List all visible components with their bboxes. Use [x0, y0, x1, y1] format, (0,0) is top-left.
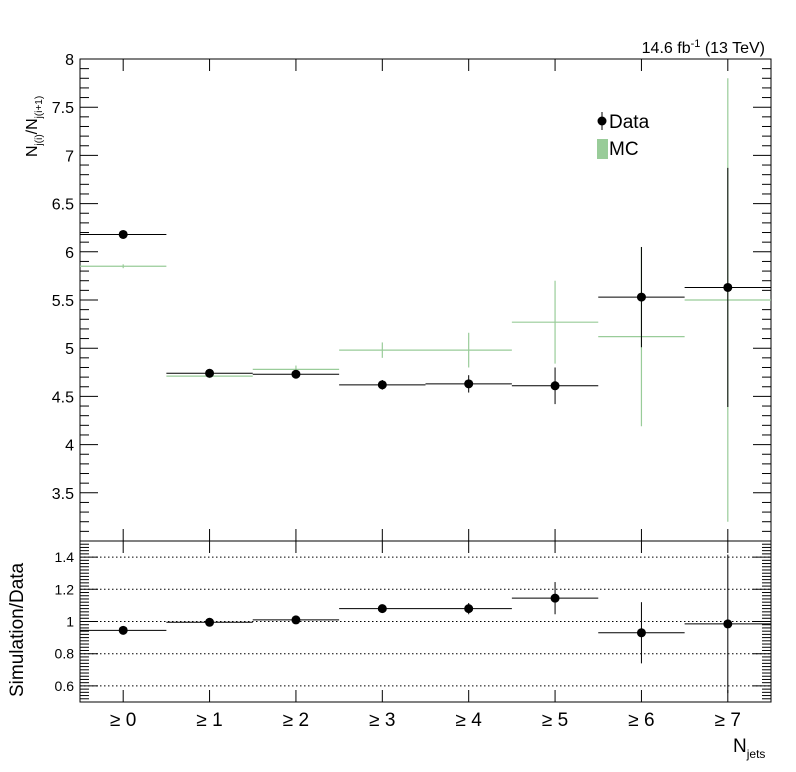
x-tick-label: ≥ 0: [110, 710, 136, 731]
main-y-axis-label-sub1: j(i): [34, 134, 45, 146]
main-y-tick-label: 4.5: [52, 389, 74, 406]
x-ticks: ≥ 0 ≥ 1 ≥ 2 ≥ 3 ≥ 4 ≥ 5 ≥ 6 ≥ 7: [110, 59, 741, 731]
legend-data-marker: [597, 116, 607, 126]
main-y-tick-label: 5: [65, 341, 74, 358]
data-point: [118, 229, 128, 239]
lumi-suffix: (13 TeV): [700, 40, 765, 57]
ratio-point: [550, 593, 560, 603]
ratio-point: [636, 628, 646, 638]
ratio-y-axis-label: Simulation/Data: [7, 562, 28, 697]
x-tick-label: ≥ 2: [283, 710, 309, 731]
ratio-point: [723, 619, 733, 629]
legend-mc-swatch: [597, 139, 608, 159]
mc-series: [80, 78, 771, 522]
lumi-label: 14.6 fb-1 (13 TeV): [642, 38, 765, 57]
ratio-series: [80, 554, 771, 694]
data-point: [723, 282, 733, 292]
legend-mc-label: MC: [609, 139, 639, 160]
main-y-tick-label: 5.5: [52, 293, 74, 310]
data-point: [464, 379, 474, 389]
main-y-tick-label: 7.5: [52, 100, 74, 117]
data-point: [550, 381, 560, 391]
ratio-y-tick-label: 0.8: [55, 646, 75, 662]
ratio-point: [291, 615, 301, 625]
ratio-y-tick-label: 1.2: [55, 581, 75, 597]
data-point: [636, 292, 646, 302]
x-axis-label: Njets: [733, 736, 765, 761]
data-series: [80, 167, 771, 408]
x-tick-label: ≥ 4: [456, 710, 483, 731]
ratio-y-tick-label: 1: [66, 614, 74, 630]
ratio-gridlines: [80, 556, 771, 687]
ratio-point: [464, 604, 474, 614]
lumi-exponent: -1: [691, 38, 701, 50]
main-y-tick-label: 6.5: [52, 197, 74, 214]
ratio-plot-frame: [79, 540, 772, 703]
main-y-tick-label: 6: [65, 245, 74, 262]
x-axis-label-sub: jets: [746, 747, 766, 761]
data-point: [377, 380, 387, 390]
main-y-axis-label-n: N: [24, 145, 41, 157]
main-y-tick-label: 4: [65, 438, 74, 455]
x-axis-label-n: N: [733, 736, 747, 757]
legend: Data MC: [597, 112, 650, 160]
main-y-tick-label: 3.5: [52, 486, 74, 503]
x-tick-label: ≥ 7: [715, 710, 741, 731]
main-ticks: 3.5 4 4.5 5 5.5 6 6.5 7 7.5 8: [52, 52, 771, 542]
ratio-point: [118, 625, 128, 635]
main-y-axis-label-sub2: j(i+1): [34, 96, 45, 120]
main-plot-frame: [79, 58, 772, 542]
main-y-axis-label: Nj(i)/Nj(i+1): [24, 96, 45, 157]
data-point: [205, 368, 215, 378]
ratio-ticks: 0.6 0.8 1 1.2 1.4: [55, 540, 771, 703]
x-tick-label: ≥ 3: [369, 710, 395, 731]
lumi-prefix: 14.6 fb: [642, 40, 691, 57]
ratio-point: [205, 617, 215, 627]
ratio-point: [377, 604, 387, 614]
main-y-axis-label-sep: /N: [24, 118, 41, 134]
ratio-y-tick-label: 0.6: [55, 678, 75, 694]
x-tick-label: ≥ 6: [628, 710, 654, 731]
x-tick-label: ≥ 1: [196, 710, 222, 731]
main-y-tick-label: 8: [65, 52, 74, 69]
ratio-y-tick-label: 1.4: [55, 549, 75, 565]
legend-data-label: Data: [609, 112, 650, 133]
x-tick-label: ≥ 5: [542, 710, 568, 731]
data-point: [291, 369, 301, 379]
main-y-tick-label: 7: [65, 148, 74, 165]
